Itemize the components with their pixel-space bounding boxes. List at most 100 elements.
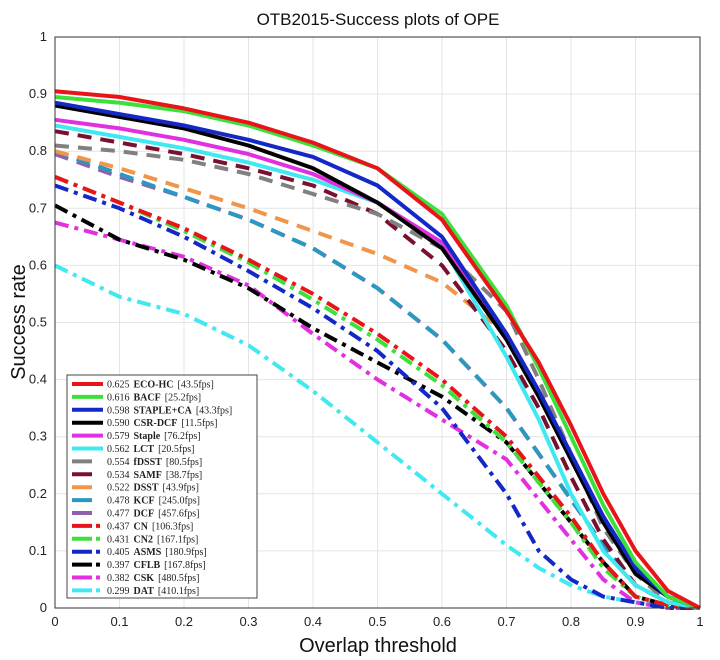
y-axis-label: Success rate bbox=[8, 264, 30, 380]
legend-fps: [167.8fps] bbox=[164, 560, 205, 571]
legend-item: 0.534 SAMF [38.7fps] bbox=[72, 470, 202, 481]
legend-fps: [410.1fps] bbox=[158, 586, 199, 597]
legend-item: 0.397 CFLB [167.8fps] bbox=[72, 560, 206, 571]
legend-fps: [25.2fps] bbox=[165, 392, 201, 403]
y-tick-label: 0.7 bbox=[29, 200, 47, 215]
legend-name: SAMF bbox=[134, 470, 162, 481]
legend-label: 0.478 KCF [245.0fps] bbox=[107, 496, 200, 507]
legend-item: 0.579 Staple [76.2fps] bbox=[72, 431, 201, 442]
legend-score: 0.522 bbox=[107, 483, 130, 494]
legend-score: 0.478 bbox=[107, 496, 130, 507]
series-line-staple-ca bbox=[54, 100, 701, 610]
legend-fps: [20.5fps] bbox=[158, 444, 194, 455]
x-tick-label: 0.5 bbox=[368, 614, 386, 629]
legend-score: 0.299 bbox=[107, 586, 130, 597]
legend-score: 0.397 bbox=[107, 560, 130, 571]
legend-fps: [480.5fps] bbox=[158, 573, 199, 584]
legend-fps: [180.9fps] bbox=[165, 547, 206, 558]
legend-item: 0.554 fDSST [80.5fps] bbox=[72, 457, 202, 468]
legend-name: LCT bbox=[134, 444, 155, 455]
y-tick-label: 0 bbox=[40, 600, 47, 615]
legend-label: 0.397 CFLB [167.8fps] bbox=[107, 560, 206, 571]
legend-fps: [43.3fps] bbox=[196, 405, 232, 416]
legend-label: 0.382 CSK [480.5fps] bbox=[107, 573, 199, 584]
legend-item: 0.598 STAPLE+CA [43.3fps] bbox=[72, 405, 232, 416]
series-line-cflb bbox=[54, 203, 701, 610]
legend-score: 0.477 bbox=[107, 509, 130, 520]
legend-score: 0.562 bbox=[107, 444, 130, 455]
legend: 0.625 ECO-HC [43.5fps]0.616 BACF [25.2fps]0.… bbox=[66, 374, 258, 599]
x-tick-label: 0.8 bbox=[562, 614, 580, 629]
legend-item: 0.437 CN [106.3fps] bbox=[72, 521, 193, 532]
legend-label: 0.562 LCT [20.5fps] bbox=[107, 444, 194, 455]
series-line-lct bbox=[54, 123, 701, 610]
legend-fps: [76.2fps] bbox=[164, 431, 200, 442]
legend-label: 0.625 ECO-HC [43.5fps] bbox=[107, 380, 214, 391]
legend-score: 0.382 bbox=[107, 573, 130, 584]
legend-score: 0.437 bbox=[107, 521, 130, 532]
legend-item: 0.562 LCT [20.5fps] bbox=[72, 444, 194, 455]
legend-label: 0.590 CSR-DCF [11.5fps] bbox=[107, 418, 217, 429]
legend-fps: [167.1fps] bbox=[157, 534, 198, 545]
y-tick-label: 0.4 bbox=[29, 372, 47, 387]
legend-label: 0.299 DAT [410.1fps] bbox=[107, 586, 199, 597]
legend-label: 0.431 CN2 [167.1fps] bbox=[107, 534, 198, 545]
x-tick-label: 0.4 bbox=[304, 614, 322, 629]
legend-name: KCF bbox=[134, 496, 155, 507]
legend-item: 0.590 CSR-DCF [11.5fps] bbox=[72, 418, 217, 429]
legend-item: 0.522 DSST [43.9fps] bbox=[72, 483, 199, 494]
legend-name: ECO-HC bbox=[134, 380, 174, 391]
y-tick-label: 0.3 bbox=[29, 429, 47, 444]
y-tick-label: 0.6 bbox=[29, 257, 47, 272]
y-tick-label: 0.2 bbox=[29, 486, 47, 501]
legend-fps: [457.6fps] bbox=[158, 509, 199, 520]
legend-item: 0.299 DAT [410.1fps] bbox=[72, 586, 199, 597]
legend-name: BACF bbox=[134, 392, 161, 403]
legend-name: STAPLE+CA bbox=[134, 405, 193, 416]
series-lines bbox=[54, 89, 701, 610]
legend-label: 0.405 ASMS [180.9fps] bbox=[107, 547, 207, 558]
x-tick-label: 0.3 bbox=[239, 614, 257, 629]
legend-fps: [80.5fps] bbox=[166, 457, 202, 468]
series-line-asms bbox=[54, 183, 700, 610]
legend-name: CN2 bbox=[134, 534, 153, 545]
x-tick-label: 0.1 bbox=[110, 614, 128, 629]
x-tick-label: 0.6 bbox=[433, 614, 451, 629]
series-line-eco-hc bbox=[54, 89, 701, 610]
legend-name: DCF bbox=[134, 509, 155, 520]
legend-score: 0.616 bbox=[107, 392, 130, 403]
legend-label: 0.598 STAPLE+CA [43.3fps] bbox=[107, 405, 232, 416]
legend-label: 0.477 DCF [457.6fps] bbox=[107, 509, 199, 520]
legend-box bbox=[66, 374, 258, 599]
series-line-cn bbox=[54, 175, 701, 610]
legend-name: CSR-DCF bbox=[134, 418, 178, 429]
legend-item: 0.625 ECO-HC [43.5fps] bbox=[72, 380, 214, 391]
legend-label: 0.437 CN [106.3fps] bbox=[107, 521, 193, 532]
legend-item: 0.616 BACF [25.2fps] bbox=[72, 392, 201, 403]
legend-score: 0.625 bbox=[107, 380, 130, 391]
legend-name: Staple bbox=[134, 431, 161, 442]
y-tick-label: 0.8 bbox=[29, 143, 47, 158]
legend-name: CSK bbox=[134, 573, 155, 584]
series-line-dat bbox=[54, 263, 700, 610]
x-tick-label: 1 bbox=[696, 614, 703, 629]
legend-label: 0.522 DSST [43.9fps] bbox=[107, 483, 199, 494]
legend-name: CFLB bbox=[134, 560, 161, 571]
series-line-csk bbox=[54, 220, 700, 610]
legend-name: DAT bbox=[134, 586, 155, 597]
x-tick-label: 0.2 bbox=[175, 614, 193, 629]
x-tick-label: 0.9 bbox=[626, 614, 644, 629]
legend-name: fDSST bbox=[134, 457, 163, 468]
tick-labels: 0 0.1 0.2 0.3 0.4 0.5 0.6 0.7 0.8 0.9 1 0 0.1 0.2 0.3 0… bbox=[29, 29, 704, 629]
legend-item: 0.431 CN2 [167.1fps] bbox=[72, 534, 198, 545]
legend-item: 0.382 CSK [480.5fps] bbox=[72, 573, 199, 584]
legend-fps: [11.5fps] bbox=[181, 418, 217, 429]
legend-fps: [43.9fps] bbox=[163, 483, 199, 494]
legend-fps: [245.0fps] bbox=[159, 496, 200, 507]
series-line-fdsst bbox=[54, 143, 701, 610]
legend-score: 0.554 bbox=[107, 457, 130, 468]
y-tick-label: 0.1 bbox=[29, 543, 47, 558]
legend-score: 0.405 bbox=[107, 547, 130, 558]
